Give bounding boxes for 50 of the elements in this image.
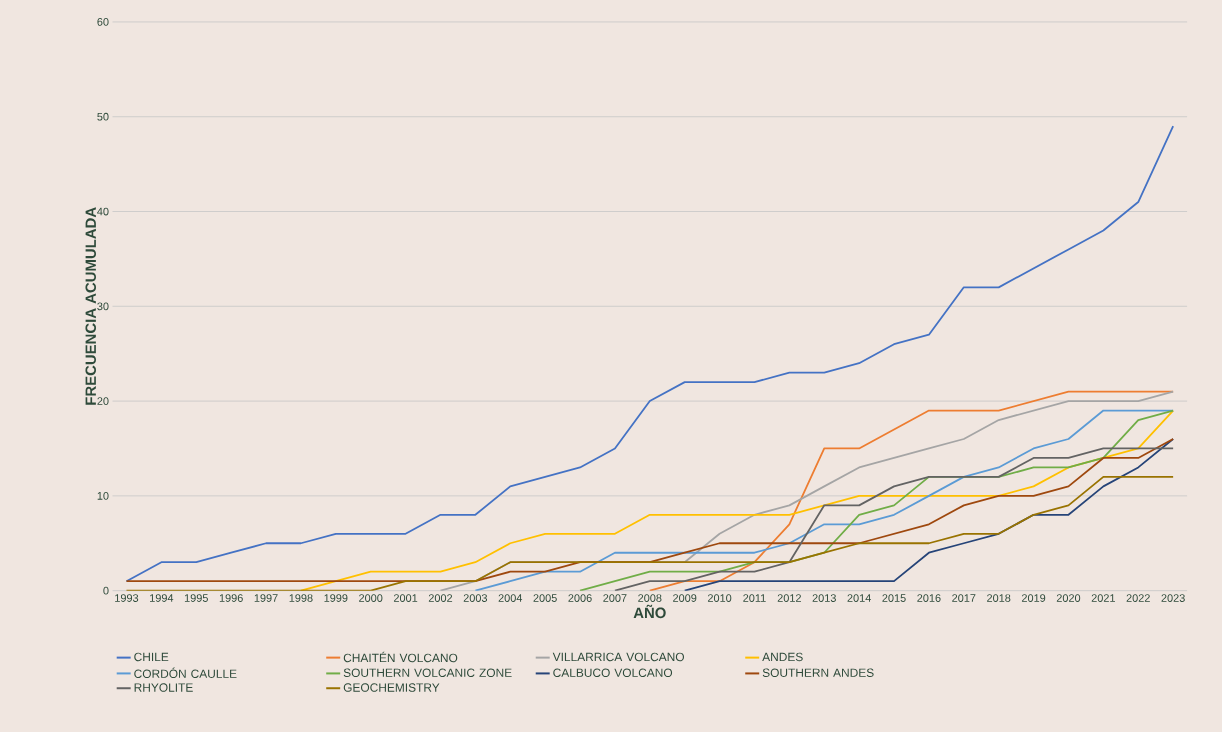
x-tick-label: 2023	[1161, 594, 1185, 602]
x-tick-label: 2022	[1126, 594, 1150, 602]
x-tick-label: 2009	[673, 594, 697, 602]
x-tick-label: 2008	[638, 594, 662, 602]
y-tick-label: 50	[97, 112, 109, 121]
x-tick-label: 2011	[743, 594, 766, 602]
x-tick-label: 2017	[952, 594, 976, 602]
x-tick-label: 2005	[533, 594, 557, 602]
x-tick-label: 2018	[987, 594, 1011, 602]
x-tick-label: 2002	[428, 594, 453, 602]
legend-label: RHYOLITE	[134, 683, 193, 692]
x-tick-label: 2001	[393, 594, 418, 602]
legend-label: ANDES	[762, 652, 803, 661]
x-tick-label: 2003	[463, 594, 488, 602]
legend-label: CHAITÉN VOLCANO	[343, 651, 458, 662]
x-tick-label: 2015	[882, 594, 906, 602]
x-tick-label: 2016	[917, 594, 941, 602]
legend-label: CALBUCO VOLCANO	[553, 668, 673, 677]
x-tick-label: 1999	[324, 594, 348, 602]
x-axis-title: AÑO	[633, 604, 666, 618]
x-tick-label: 1996	[219, 594, 243, 602]
y-axis-title: FRECUENCIA ACUMULADA	[85, 207, 97, 405]
x-tick-label: 2020	[1056, 594, 1081, 602]
legend-label: SOUTHERN VOLCANIC ZONE	[343, 668, 512, 677]
x-tick-label: 2014	[847, 594, 871, 602]
x-tick-label: 2006	[568, 594, 592, 602]
x-tick-label: 2012	[777, 594, 801, 602]
x-tick-label: 2004	[498, 594, 523, 602]
legend-label: SOUTHERN ANDES	[762, 668, 874, 677]
legend-label: VILLARRICA VOLCANO	[552, 652, 684, 661]
legend-label: CORDÓN CAULLE	[134, 667, 237, 678]
x-tick-label: 2000	[359, 594, 383, 602]
y-tick-label: 10	[97, 491, 109, 500]
x-tick-label: 1997	[254, 594, 278, 602]
legend-label: GEOCHEMISTRY	[343, 683, 440, 692]
legend-label: CHILE	[134, 652, 169, 661]
y-tick-label: 20	[97, 397, 109, 405]
x-tick-label: 2013	[812, 594, 836, 602]
x-tick-label: 1994	[150, 594, 174, 602]
x-tick-label: 1995	[184, 594, 208, 602]
y-tick-label: 60	[97, 17, 109, 26]
y-tick-label: 40	[97, 207, 109, 216]
x-tick-label: 1998	[289, 594, 313, 602]
x-tick-label: 1993	[115, 594, 139, 602]
x-tick-label: 2019	[1021, 594, 1046, 602]
x-tick-label: 2010	[707, 594, 732, 602]
y-tick-label: 0	[103, 586, 109, 595]
x-tick-label: 2021	[1091, 594, 1115, 602]
x-tick-label: 2007	[603, 594, 627, 602]
y-tick-label: 30	[97, 302, 109, 311]
